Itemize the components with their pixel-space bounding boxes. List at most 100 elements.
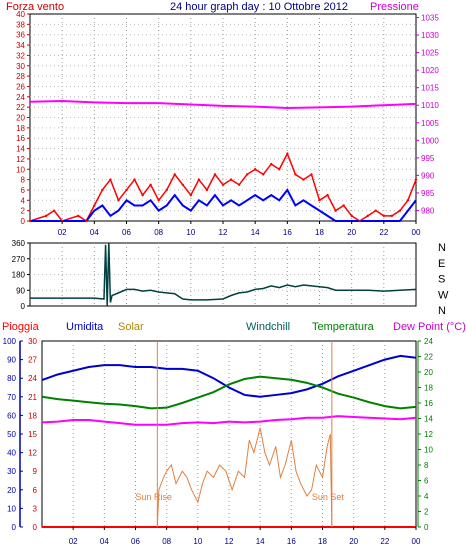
humidity-tick-label: 40 [7,449,16,458]
y-tick-label: 1010 [421,101,439,110]
y-tick-label: 1005 [421,119,439,128]
wind-point [398,209,402,212]
x-tick-label: 22 [380,537,389,546]
x-tick-label: 16 [283,228,292,237]
wind-point [85,219,88,223]
solar-tick-label: 21 [28,393,37,402]
series-solar [156,427,333,528]
y-tick-label: 38 [16,20,25,29]
y-tick-label: 16 [16,134,25,143]
x-tick-label: 08 [154,228,163,237]
y-tick-label: 30 [16,62,25,71]
wind-point [382,214,386,218]
y-tick-label: 34 [16,41,25,50]
wind-point [173,173,176,176]
x-tick-label: 14 [251,228,260,237]
wind-point [334,209,337,212]
wind-point [350,214,353,218]
solar-tick-label: 24 [28,374,37,383]
wind-point [358,219,361,223]
solar-tick-label: 12 [28,449,37,458]
x-tick-label: 00 [412,228,421,237]
y-tick-label: 990 [421,171,435,180]
temperature-tick-label: 16 [424,399,433,408]
compass-label: N [438,305,446,317]
humidity-tick-label: 60 [7,411,16,420]
temperature-tick-label: 14 [424,415,433,424]
wind-point [157,199,160,202]
temperature-tick-label: 20 [424,368,433,377]
wind-point [374,209,377,212]
humidity-tick-label: 10 [7,504,16,513]
solar-tick-label: 9 [33,467,38,476]
wind-axis-title: Forza vento [6,1,64,13]
temperature-tick-label: 18 [424,384,433,393]
wind-point [141,193,144,197]
x-tick-label: 08 [162,537,171,546]
x-tick-label: 10 [186,228,195,237]
x-tick-label: 02 [69,537,78,546]
y-tick-label: 1030 [421,31,439,40]
y-tick-label: 4 [21,196,26,205]
y-tick-label: 1020 [421,66,439,75]
temperature-tick-label: 4 [424,492,429,501]
y-tick-label: 10 [16,165,25,174]
x-tick-label: 12 [219,228,228,237]
solar-tick-label: 27 [28,356,37,365]
x-tick-label: 20 [349,537,358,546]
compass-label: E [438,258,445,270]
wind-point [278,168,281,171]
x-tick-label: 16 [287,537,296,546]
legend-solar: Solar [118,321,144,333]
wind-point [245,173,249,176]
y-tick-label: 26 [16,82,25,91]
temperature-tick-label: 10 [424,446,433,455]
y-tick-label: 1000 [421,136,439,145]
temperature-tick-label: 0 [424,523,429,532]
humidity-tick-label: 100 [3,337,17,346]
y-tick-label: 985 [421,189,435,198]
wind-point [318,199,321,202]
series-pressure [29,100,417,110]
wind-point [414,178,418,181]
temperature-tick-label: 24 [424,337,433,346]
wind-point [253,168,257,171]
y-tick-label: 32 [16,51,25,60]
wind-point [262,173,265,176]
x-tick-label: 20 [347,228,356,237]
wind-point [197,178,201,181]
wind-point [189,193,193,197]
humidity-tick-label: 0 [12,523,17,532]
x-tick-label: 02 [58,228,67,237]
wind-point [406,199,410,202]
y-tick-label: 0 [21,217,26,226]
legend-temperature: Temperatura [312,321,375,333]
y-tick-label: 1025 [421,49,439,58]
wind-point [52,209,56,212]
wind-point [286,152,289,155]
wind-point [181,183,184,186]
y-tick-label: 36 [16,31,25,40]
y-tick-label: 90 [16,286,25,295]
temperature-tick-label: 2 [424,508,429,517]
y-tick-label: 1015 [421,84,439,93]
humidity-tick-label: 70 [7,393,16,402]
y-tick-label: 40 [16,10,25,19]
y-tick-label: 28 [16,72,25,81]
y-tick-label: 2 [21,207,26,216]
wind-point [221,183,225,186]
legend-humidity: Umidita [66,321,104,333]
wind-point [213,173,217,176]
y-tick-label: 1035 [421,14,439,23]
wind-point [310,173,313,176]
wind-point [149,183,152,186]
temperature-tick-label: 6 [424,477,429,486]
x-tick-label: 06 [122,228,131,237]
x-tick-label: 18 [318,537,327,546]
compass-label: W [438,289,449,301]
solar-tick-label: 18 [28,411,37,420]
humidity-tick-label: 90 [7,356,16,365]
compass-label: S [438,274,445,286]
wind-point [366,214,369,218]
